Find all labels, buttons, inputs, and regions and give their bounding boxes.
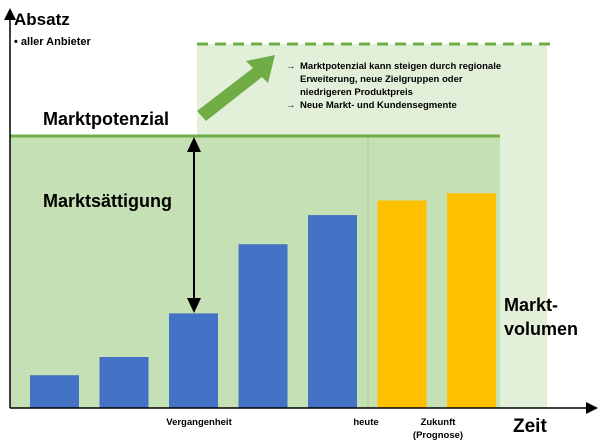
note-arrow-icon: →: [286, 100, 296, 111]
x-axis-label: Zeit: [513, 416, 547, 437]
bar-past-1: [30, 375, 79, 408]
bar-forecast-6: [377, 200, 427, 408]
period-label-past: Vergangenheit: [166, 417, 232, 428]
note-arrow-icon: →: [286, 61, 296, 72]
period-label-today: heute: [353, 417, 378, 428]
market-volume-label-line1: Markt-: [504, 295, 558, 315]
potential-note-line3: niedrigeren Produktpreis: [300, 87, 413, 98]
bar-present-5: [308, 215, 357, 408]
period-label-forecast: (Prognose): [413, 430, 463, 441]
market-potential-label: Marktpotenzial: [43, 109, 169, 129]
saturation-double-arrow: [187, 137, 201, 313]
y-axis-note: • aller Anbieter: [14, 36, 92, 48]
y-axis-label: Absatz: [14, 10, 70, 29]
bar-past-2: [99, 357, 149, 408]
market-saturation-label: Marktsättigung: [43, 191, 172, 211]
bar-past-3: [169, 313, 218, 408]
growth-arrow-icon: [197, 55, 275, 121]
period-label-future: Zukunft: [421, 417, 457, 428]
market-volume-label-line2: volumen: [504, 319, 578, 339]
potential-note-line2: Erweiterung, neue Zielgruppen oder: [300, 74, 463, 85]
potential-note-line4: Neue Markt- und Kundensegmente: [300, 100, 457, 111]
potential-notes: → Marktpotenzial kann steigen durch regi…: [286, 61, 501, 111]
bars-group: [30, 193, 496, 408]
bar-past-4: [238, 244, 288, 408]
bar-forecast-7: [447, 193, 496, 408]
potential-note-line1: Marktpotenzial kann steigen durch region…: [300, 61, 501, 72]
